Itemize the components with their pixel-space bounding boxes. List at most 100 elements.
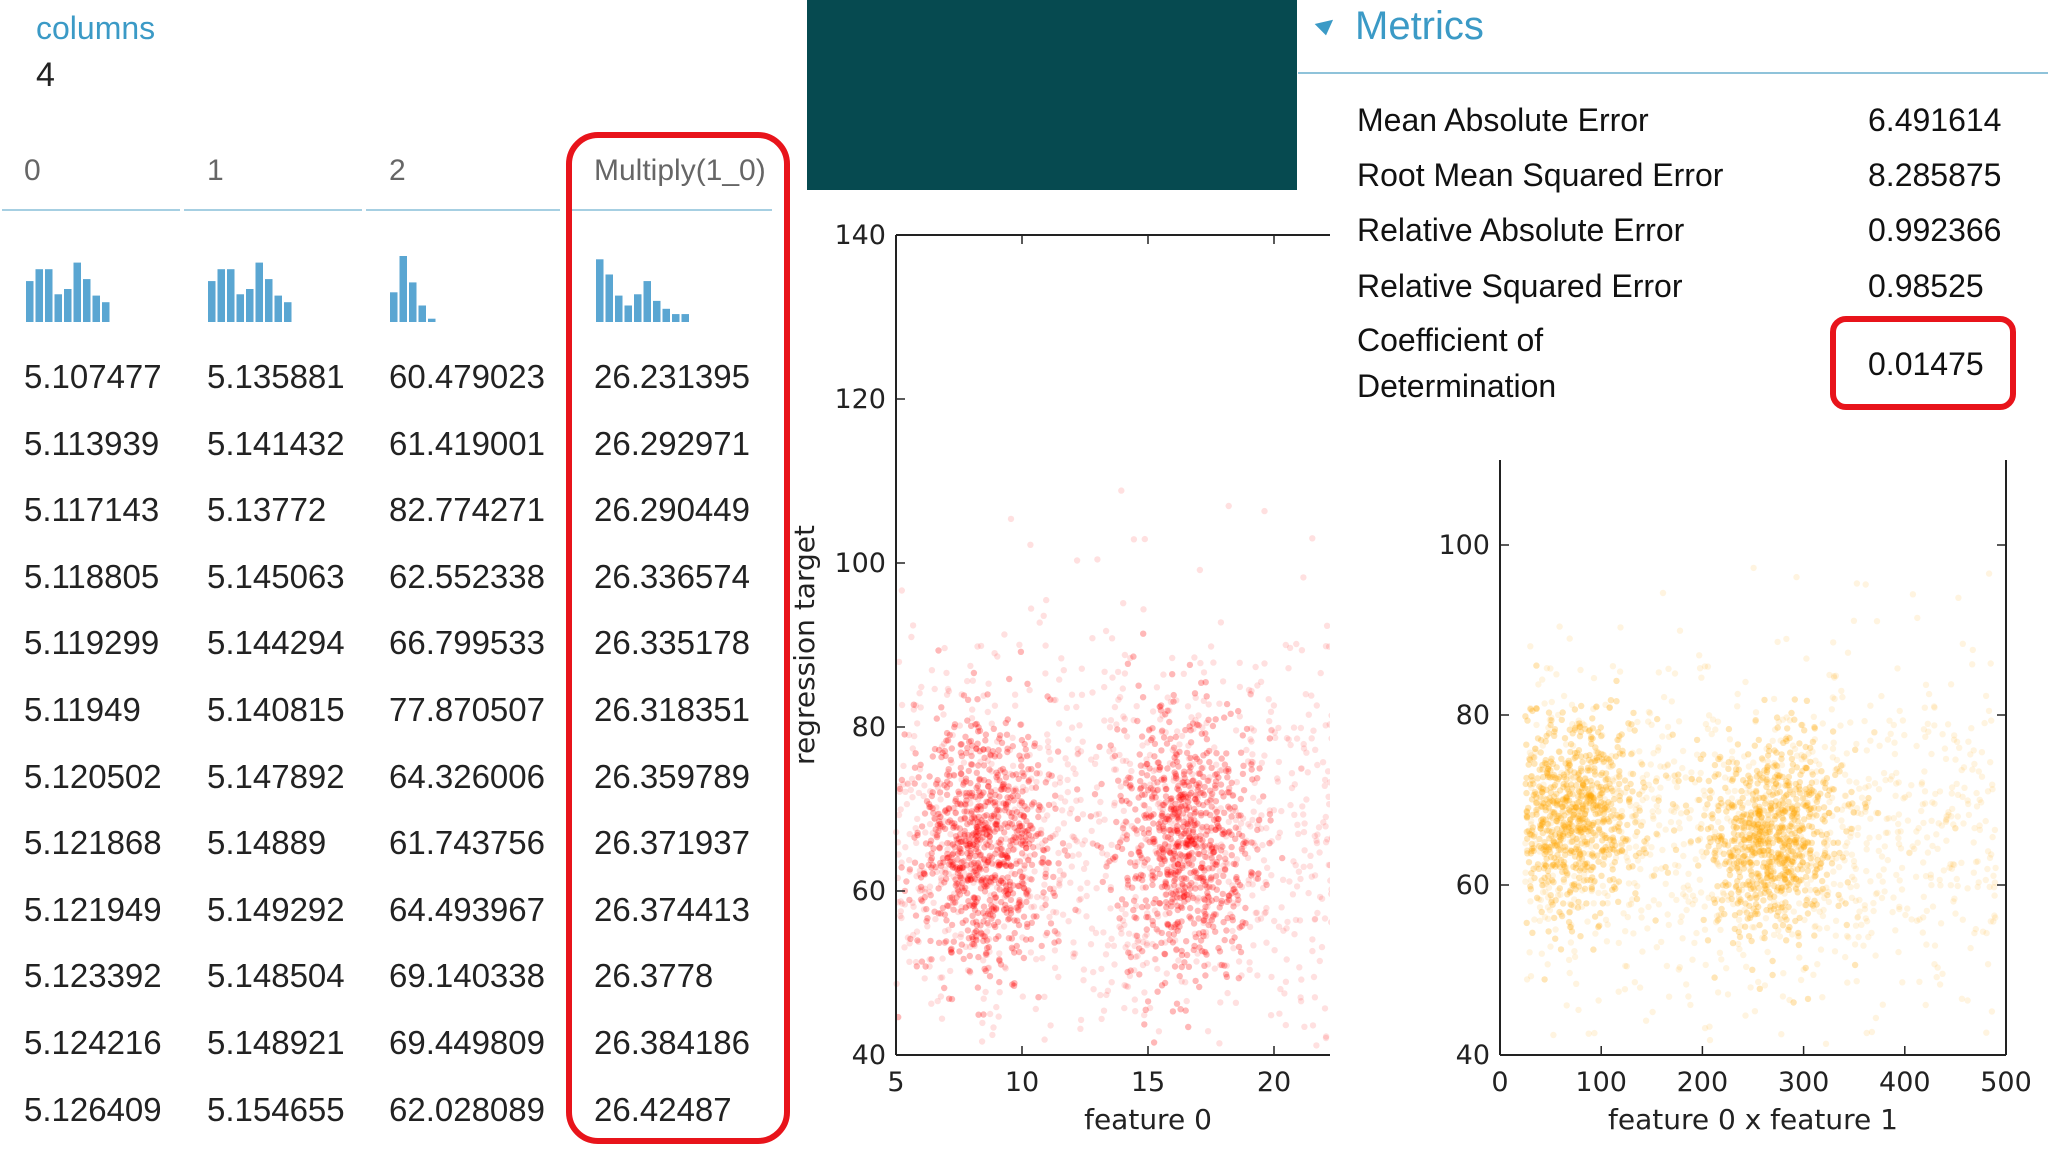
scatter-point (1895, 841, 1903, 848)
scatter-point (1007, 794, 1014, 801)
scatter-point (1881, 888, 1888, 895)
scatter-point (1031, 851, 1038, 858)
scatter-point (1790, 908, 1797, 915)
scatter-point (1618, 847, 1626, 855)
scatter-point (1629, 788, 1636, 795)
scatter-point (1697, 889, 1705, 896)
scatter-point (1164, 871, 1172, 879)
scatter-point (1178, 951, 1186, 959)
scatter-point (944, 846, 951, 853)
scatter-point (1190, 855, 1197, 862)
scatter-point (1716, 832, 1723, 839)
scatter-point (1012, 834, 1019, 841)
scatter-point (992, 906, 1000, 913)
scatter-point (1176, 972, 1183, 980)
scatter-point (1261, 910, 1268, 917)
scatter-point (1715, 911, 1723, 918)
scatter-point (924, 923, 931, 930)
scatter-point (1575, 747, 1583, 754)
scatter-point (1600, 807, 1607, 815)
scatter-point (1771, 882, 1778, 890)
scatter-point (1568, 803, 1575, 811)
scatter-point (971, 901, 978, 908)
scatter-point (1982, 876, 1989, 884)
scatter-point (1241, 850, 1249, 857)
scatter-point (1616, 820, 1623, 827)
scatter-point (944, 850, 951, 858)
scatter-point (971, 831, 978, 839)
scatter-point (1197, 832, 1204, 839)
scatter-point (923, 905, 930, 913)
column-header-1[interactable]: 1 (207, 154, 224, 187)
scatter-point (1205, 921, 1212, 929)
scatter-point (1176, 748, 1183, 755)
scatter-point (1171, 862, 1178, 869)
scatter-point (1789, 873, 1796, 880)
scatter-point (1186, 913, 1193, 920)
column-header-2[interactable]: 2 (389, 154, 406, 187)
scatter-point (1149, 734, 1156, 742)
scatter-point (1602, 784, 1610, 791)
scatter-point (940, 740, 948, 747)
scatter-point (1583, 778, 1590, 785)
scatter-point (1851, 862, 1858, 870)
scatter-point (1595, 825, 1603, 832)
scatter-point (950, 938, 957, 945)
scatter-point (1019, 934, 1026, 941)
scatter-point (1598, 848, 1605, 855)
scatter-point (1752, 838, 1760, 845)
scatter-point (966, 872, 973, 879)
scatter-point (1781, 871, 1788, 879)
scatter-point (1202, 910, 1209, 918)
scatter-point (1132, 806, 1139, 813)
column-header-0[interactable]: 0 (24, 154, 41, 187)
scatter-point (1002, 965, 1009, 972)
scatter-point (1004, 786, 1011, 793)
scatter-point (1143, 756, 1150, 763)
scatter-point (1792, 840, 1799, 847)
scatter-point (1653, 830, 1660, 837)
scatter-point (1969, 766, 1976, 773)
scatter-point (1553, 671, 1560, 678)
scatter-point (1527, 773, 1535, 780)
scatter-point (1629, 770, 1637, 778)
scatter-point (992, 791, 999, 799)
scatter-point (1807, 886, 1814, 894)
scatter-point (996, 752, 1003, 760)
scatter-point (1050, 885, 1057, 892)
scatter-point (1157, 707, 1165, 714)
scatter-point (1249, 870, 1256, 877)
scatter-point (1551, 728, 1558, 735)
scatter-point (1205, 842, 1213, 850)
scatter-point (1311, 994, 1319, 1001)
scatter-point (1741, 837, 1748, 844)
scatter-point (1088, 827, 1095, 835)
scatter-point (1588, 821, 1596, 829)
scatter-point (1001, 893, 1008, 901)
scatter-point (1184, 857, 1191, 864)
scatter-point (991, 828, 998, 835)
scatter-point (1169, 890, 1177, 898)
scatter-point (998, 898, 1005, 906)
scatter-point (1804, 910, 1812, 917)
scatter-point (1170, 744, 1178, 751)
scatter-point (974, 825, 981, 833)
scatter-point (1173, 894, 1181, 901)
scatter-point (1795, 839, 1803, 847)
column-header-3[interactable]: Multiply(1_0) (594, 154, 766, 187)
scatter-point (972, 815, 980, 822)
scatter-point (1579, 801, 1586, 808)
scatter-point (1114, 726, 1121, 733)
scatter-point (1701, 926, 1709, 933)
scatter-point (1609, 663, 1617, 670)
scatter-point (949, 851, 956, 858)
scatter-point (1024, 806, 1031, 813)
scatter-point (1566, 923, 1574, 931)
scatter-point (1218, 897, 1225, 905)
scatter-point (1168, 795, 1175, 802)
scatter-point (1814, 889, 1821, 896)
scatter-point (1213, 895, 1220, 903)
scatter-point (1556, 908, 1563, 916)
scatter-point (1149, 881, 1156, 889)
scatter-point (927, 892, 934, 899)
